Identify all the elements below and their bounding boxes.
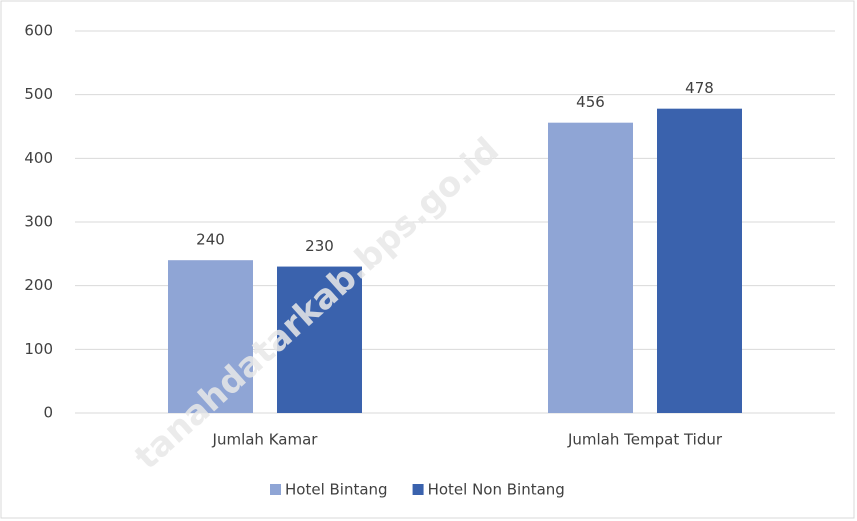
x-tick-label: Jumlah Kamar [212,431,319,449]
x-tick-label: Jumlah Tempat Tidur [567,431,723,449]
y-tick-label: 0 [43,404,53,422]
y-tick-label: 500 [24,85,53,103]
legend-swatch [270,484,281,495]
y-tick-label: 300 [24,213,53,231]
bar [548,122,633,414]
y-tick-label: 200 [24,276,53,294]
legend-label: Hotel Non Bintang [428,481,565,499]
value-label: 478 [685,79,714,97]
y-tick-label: 100 [24,340,53,358]
bar [657,108,742,413]
value-label: 456 [576,93,605,111]
legend-label: Hotel Bintang [285,481,388,499]
y-tick-label: 400 [24,149,53,167]
bar [168,260,253,413]
value-label: 230 [305,237,334,255]
legend-swatch [412,484,424,495]
y-tick-label: 600 [24,22,53,40]
bar [277,266,362,413]
value-label: 240 [196,231,225,249]
